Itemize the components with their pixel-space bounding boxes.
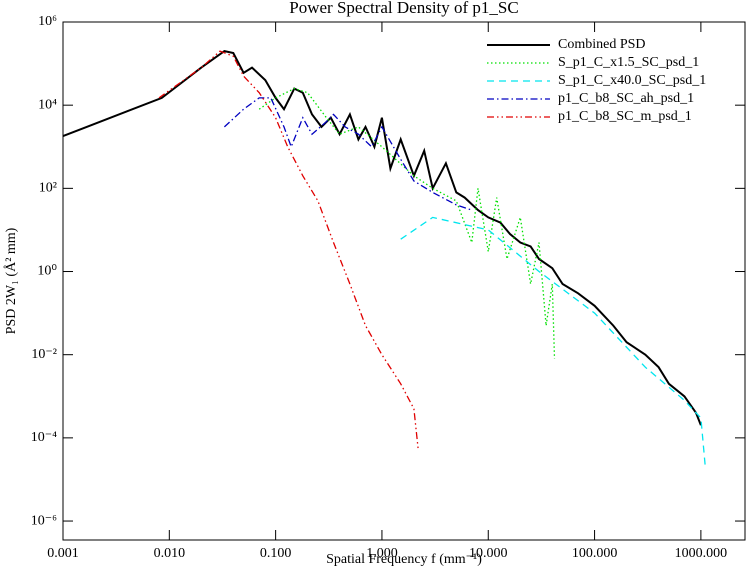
y-tick-label: 10⁴ (38, 97, 57, 112)
y-tick-label: 10⁻⁶ (31, 513, 57, 528)
legend-label: S_p1_C_x1.5_SC_psd_1 (558, 55, 699, 70)
legend-label: p1_C_b8_SC_ah_psd_1 (558, 91, 694, 106)
y-tick-label: 10⁶ (38, 14, 57, 29)
legend-label: S_p1_C_x40.0_SC_psd_1 (558, 73, 706, 88)
y-tick-label: 10⁻² (31, 347, 57, 362)
x-tick-label: 1000.000 (675, 546, 728, 561)
plot-frame (62, 21, 746, 541)
x-tick-label: 0.010 (154, 546, 186, 561)
x-tick-label: 100.000 (572, 546, 618, 561)
series-line (158, 50, 419, 451)
series-line (223, 97, 473, 211)
x-tick-label: 0.001 (47, 546, 79, 561)
x-tick-label: 1.000 (366, 546, 398, 561)
y-tick-label: 10⁻⁴ (31, 430, 57, 445)
y-axis-label: PSD 2W₁ (Å² mm) (3, 227, 19, 334)
legend-label: p1_C_b8_SC_m_psd_1 (558, 109, 692, 124)
x-axis-label: Spatial Frequency f (mm⁻¹) (326, 552, 482, 567)
x-tick-label: 0.100 (260, 546, 292, 561)
x-tick-label: 10.000 (469, 546, 508, 561)
legend-label: Combined PSD (558, 37, 646, 52)
y-tick-label: 10² (39, 181, 57, 196)
series-line (62, 50, 702, 426)
y-tick-label: 10⁰ (37, 264, 57, 279)
chart-title: Power Spectral Density of p1_SC (289, 0, 518, 17)
series-line (400, 216, 706, 467)
series-line (258, 87, 556, 359)
